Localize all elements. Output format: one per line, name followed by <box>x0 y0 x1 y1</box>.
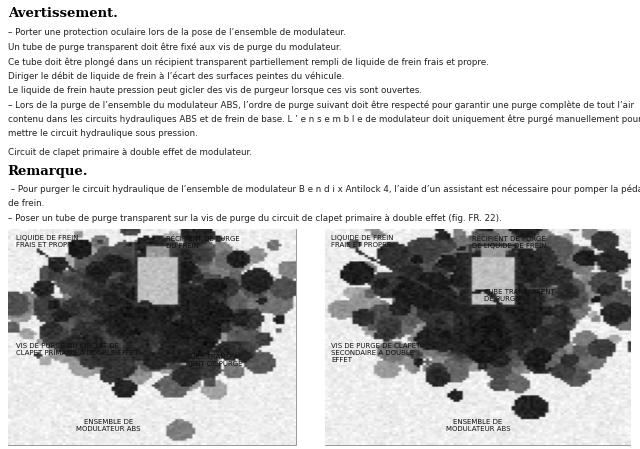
Text: VIS DE PURGE DE CLAPET
SECONDAIRE A DOUBLE
EFFET: VIS DE PURGE DE CLAPET SECONDAIRE A DOUB… <box>332 343 420 363</box>
Text: TUBE TRANSPARENT
DE PURGE: TUBE TRANSPARENT DE PURGE <box>484 289 555 302</box>
Text: Diriger le débit de liquide de frein à l’écart des surfaces peintes du véhicule.: Diriger le débit de liquide de frein à l… <box>8 71 344 81</box>
Text: – Lors de la purge de l’ensemble du modulateur ABS, l’ordre de purge suivant doi: – Lors de la purge de l’ensemble du modu… <box>8 100 634 110</box>
Text: Ce tube doit être plongé dans un récipient transparent partiellement rempli de l: Ce tube doit être plongé dans un récipie… <box>8 57 488 66</box>
Text: VIS DE PURGE DU CIRCUIT DE
CLAPET PRIMAIRE A DOUBLE EFFET: VIS DE PURGE DU CIRCUIT DE CLAPET PRIMAI… <box>17 343 139 356</box>
Text: RÉCIPIENT DE PURGE
DE LIQUIDE DE FREIN: RÉCIPIENT DE PURGE DE LIQUIDE DE FREIN <box>472 235 546 249</box>
Text: TUBE TRANSPA-
RENT DE PURGE: TUBE TRANSPA- RENT DE PURGE <box>186 354 243 367</box>
Bar <box>325 229 630 445</box>
Text: de frein.: de frein. <box>8 199 44 208</box>
Text: – Porter une protection oculaire lors de la pose de l’ensemble de modulateur.: – Porter une protection oculaire lors de… <box>8 28 346 37</box>
Text: mettre le circuit hydraulique sous pression.: mettre le circuit hydraulique sous press… <box>8 129 197 138</box>
Text: Remarque.: Remarque. <box>8 165 88 178</box>
Text: Un tube de purge transparent doit être fixé aux vis de purge du modulateur.: Un tube de purge transparent doit être f… <box>8 43 341 52</box>
Text: Le liquide de frein haute pression peut gicler des vis de purgeur lorsque ces vi: Le liquide de frein haute pression peut … <box>8 86 422 95</box>
Text: Circuit de clapet primaire à double effet de modulateur.: Circuit de clapet primaire à double effe… <box>8 148 252 157</box>
Text: ENSEMBLE DE
MODULATEUR ABS: ENSEMBLE DE MODULATEUR ABS <box>76 418 141 431</box>
Text: LIQUIDE DE FREIN
FRAIS ET PROPRE: LIQUIDE DE FREIN FRAIS ET PROPRE <box>17 235 79 248</box>
Text: Avertissement.: Avertissement. <box>8 7 118 20</box>
Text: contenu dans les circuits hydrauliques ABS et de frein de base. L ’ e n s e m b : contenu dans les circuits hydrauliques A… <box>8 114 640 124</box>
Bar <box>8 229 296 445</box>
Text: – Poser un tube de purge transparent sur la vis de purge du circuit de clapet pr: – Poser un tube de purge transparent sur… <box>8 214 501 223</box>
Text: – Pour purger le circuit hydraulique de l’ensemble de modulateur B e n d i x Ant: – Pour purger le circuit hydraulique de … <box>8 185 640 194</box>
Text: LIQUIDE DE FREIN
FRAIS ET PROPRE: LIQUIDE DE FREIN FRAIS ET PROPRE <box>332 235 394 248</box>
Text: ENSEMBLE DE
MODULATEUR ABS: ENSEMBLE DE MODULATEUR ABS <box>445 418 510 431</box>
Text: RÉCIPIENT DE PURGE
DU FREIN: RÉCIPIENT DE PURGE DU FREIN <box>166 235 240 249</box>
